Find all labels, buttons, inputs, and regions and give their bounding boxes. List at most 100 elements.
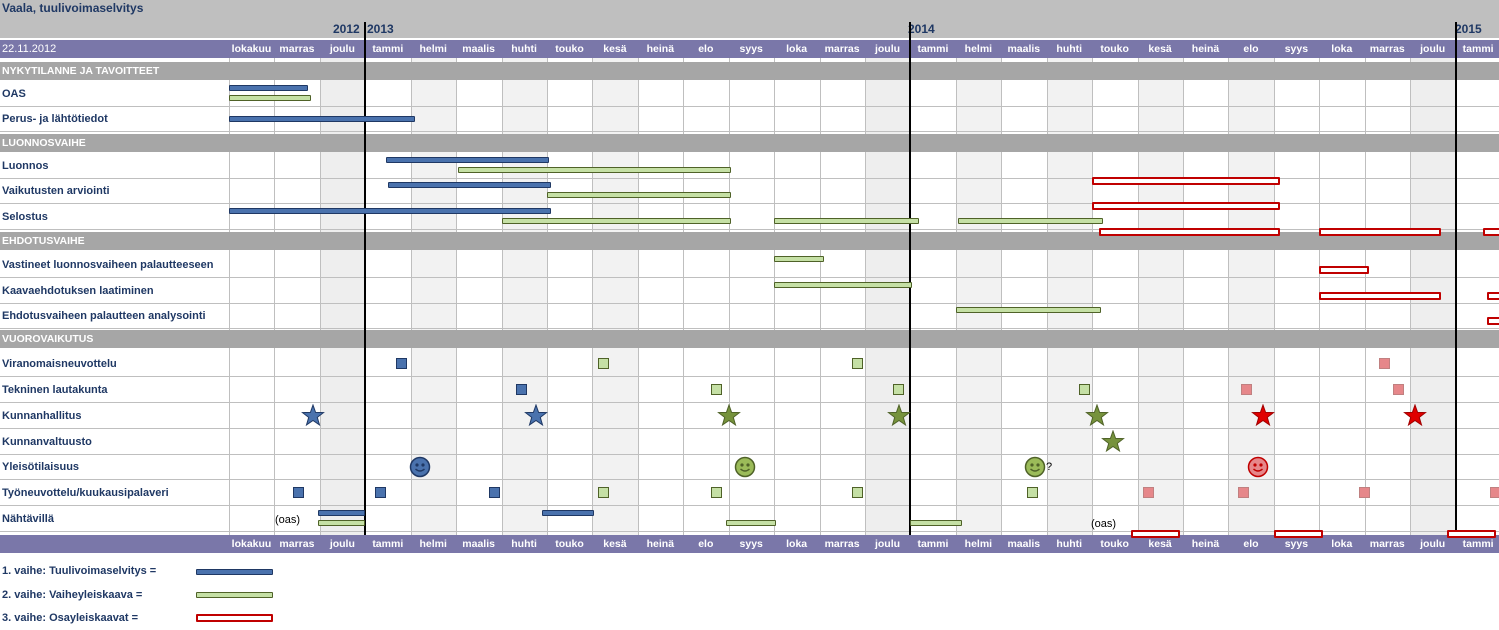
month-label: helmi [964,538,993,550]
grid-hline [0,178,1499,179]
annotation-question-mark: ? [1046,461,1053,473]
month-label: joulu [329,43,355,55]
grid-vline [956,58,957,535]
grid-vline [1274,58,1275,535]
grid-vline [1092,58,1093,535]
row-label-vaikutusten-arviointi: Vaikutusten arviointi [2,185,110,197]
gantt-bar [1487,292,1499,300]
grid-hline [0,428,1499,429]
section-nykytilanne: NYKYTILANNE JA TAVOITTEET [2,65,160,77]
gantt-bar [317,520,365,526]
month-label: huhti [511,43,537,55]
gantt-bar [1482,228,1499,236]
smiley-icon [409,456,431,478]
gantt-bar [955,307,1101,313]
milestone-square [516,384,528,395]
grid-hline [0,328,1499,329]
month-label: heinä [646,538,675,550]
milestone-square [1238,487,1250,498]
section-band-vuorovaikutus [0,330,1499,348]
month-header-bottom [0,535,1499,553]
month-label: elo [698,43,714,55]
month-label: marras [1369,538,1405,550]
legend-swatch-phase1 [196,569,273,575]
row-label-nahtavilla: Nähtävillä [2,513,54,525]
grid-vline [1228,58,1229,535]
grid-vline [638,58,639,535]
date-label: 22.11.2012 [2,43,57,55]
legend-label-phase1: 1. vaihe: Tuulivoimaselvitys = [2,565,157,577]
milestone-square [1240,384,1252,395]
legend-swatch-phase3 [196,614,273,622]
section-band-nykytilanne [0,62,1499,80]
milestone-square [893,384,905,395]
milestone-star-icon [887,404,911,427]
gantt-bar [385,157,549,163]
month-label: elo [1243,43,1259,55]
grid-hline [0,303,1499,304]
gantt-bar [229,116,415,122]
milestone-square [1142,487,1154,498]
annotation-oas-2014: (oas) [1091,518,1117,530]
grid-vline [456,58,457,535]
month-label: marras [279,43,315,55]
month-label: tammi [372,538,404,550]
milestone-star-icon [1402,404,1427,427]
gantt-bar [774,282,913,288]
section-ehdotusvaihe: EHDOTUSVAIHE [2,235,85,247]
row-label-perus: Perus- ja lähtötiedot [2,113,108,125]
milestone-square [852,487,864,498]
grid-vline [1183,58,1184,535]
grid-hline [0,479,1499,480]
month-label: loka [786,43,808,55]
row-label-tekninen-lautakunta: Tekninen lautakunta [2,384,108,396]
grid-hline [0,376,1499,377]
gantt-bar [1319,266,1369,274]
gantt-bar [1098,228,1281,236]
milestone-square [597,358,609,369]
legend-label-phase3: 3. vaihe: Osayleiskaavat = [2,612,139,624]
grid-hline [0,531,1499,532]
month-label: lokakuu [231,538,272,550]
row-label-tyoneuvottelu: Työneuvottelu/kuukausipalaveri [2,487,169,499]
gantt-bar [1092,177,1281,185]
month-column-shade [955,58,1002,535]
gantt-bar [501,218,731,224]
month-label: huhti [511,538,537,550]
month-column-shade [1046,58,1093,535]
row-label-kunnanhallitus: Kunnanhallitus [2,410,82,422]
month-label: lokakuu [231,43,272,55]
grid-vline [774,58,775,535]
grid-vline [502,58,503,535]
milestone-square [711,487,723,498]
gantt-bar [1092,202,1281,210]
gantt-bar [1130,530,1181,538]
gantt-bar [542,510,595,516]
gantt-bar [229,208,552,214]
title-bar [0,0,1499,38]
gantt-bar [317,510,365,516]
milestone-square [711,384,723,395]
month-label: joulu [874,538,901,550]
milestone-square [293,487,305,498]
gantt-bar [774,218,920,224]
grid-hline [0,454,1499,455]
milestone-square [1027,487,1039,498]
month-label: kesä [603,538,627,550]
row-label-kaavaehdotus: Kaavaehdotuksen laatiminen [2,285,154,297]
month-label: tammi [1462,538,1494,550]
month-label: maalis [1007,43,1041,55]
milestone-star-icon [301,404,325,427]
row-label-vastineet: Vastineet luonnosvaiheen palautteeseen [2,259,214,271]
gantt-bar [910,520,963,526]
month-label: kesä [1148,43,1172,55]
month-label: huhti [1056,43,1083,55]
month-label: loka [1331,43,1353,55]
month-label: kesä [1148,538,1172,550]
grid-hline [0,402,1499,403]
month-label: joulu [874,43,901,55]
year-label-2012: 2012 [333,22,360,36]
row-label-viranomaisneuvottelu: Viranomaisneuvottelu [2,358,117,370]
grid-hline [0,229,1499,230]
